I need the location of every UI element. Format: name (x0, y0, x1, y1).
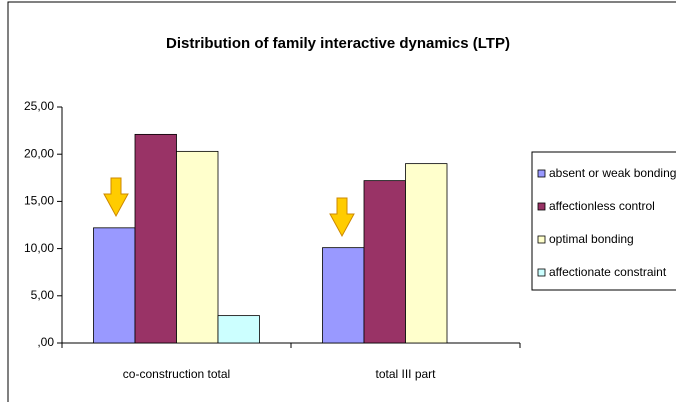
arrow-annotation (103, 177, 129, 218)
y-tick-label: 20,00 (24, 146, 54, 160)
y-tick-label: ,00 (37, 335, 54, 349)
chart-title: Distribution of family interactive dynam… (166, 35, 510, 52)
legend-swatch (537, 169, 546, 178)
legend-label: absent or weak bonding (549, 166, 676, 180)
legend-swatch (537, 268, 546, 277)
bar (176, 150, 219, 344)
legend-box (531, 151, 676, 291)
legend-label: affectionless control (549, 199, 655, 213)
bar (134, 133, 177, 344)
legend-label: optimal bonding (549, 232, 634, 246)
bar (322, 247, 365, 344)
legend-label: affectionate constraint (549, 265, 667, 279)
arrow-annotation (329, 197, 355, 238)
legend-swatch (537, 202, 546, 211)
bar (405, 163, 448, 344)
legend-swatch (537, 235, 546, 244)
y-tick-label: 10,00 (24, 241, 54, 255)
x-tick-label: total III part (375, 367, 436, 381)
bar (363, 180, 406, 344)
y-tick-label: 15,00 (24, 194, 54, 208)
bar (93, 227, 136, 344)
y-tick-label: 25,00 (24, 99, 54, 113)
bar (217, 315, 260, 344)
x-tick-label: co-construction total (123, 367, 230, 381)
y-tick-label: 5,00 (31, 288, 55, 302)
